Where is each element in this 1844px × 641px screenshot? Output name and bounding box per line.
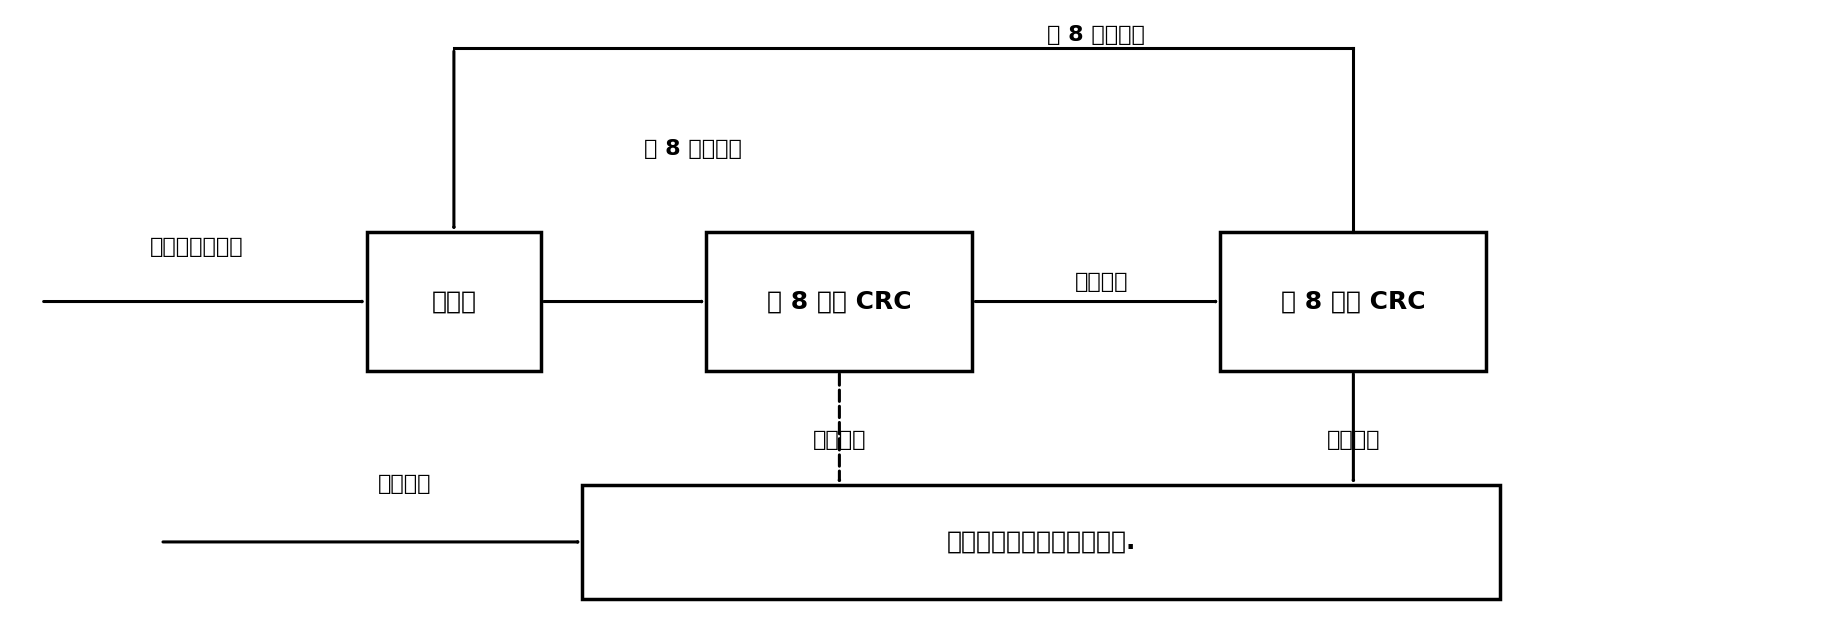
Text: 选择控制: 选择控制: [378, 474, 431, 494]
Bar: [1221, 232, 1486, 371]
Text: 预处理: 预处理: [431, 290, 476, 313]
Text: 转义以后的数据: 转义以后的数据: [149, 237, 243, 257]
Text: 高 8 比特数据: 高 8 比特数据: [644, 139, 741, 159]
Text: 最后结果: 最后结果: [1326, 430, 1379, 450]
Text: 高 8 比特 CRC: 高 8 比特 CRC: [767, 290, 911, 313]
Text: 低 8 比特数据: 低 8 比特数据: [1047, 25, 1145, 46]
Text: 低 8 比特 CRC: 低 8 比特 CRC: [1282, 290, 1425, 313]
Bar: [583, 485, 1501, 599]
Text: 结果选择比较以及告警产生.: 结果选择比较以及告警产生.: [946, 530, 1136, 554]
Bar: [367, 232, 540, 371]
Text: 中间结果: 中间结果: [1075, 272, 1129, 292]
Text: 最后结果: 最后结果: [813, 430, 867, 450]
Bar: [706, 232, 972, 371]
